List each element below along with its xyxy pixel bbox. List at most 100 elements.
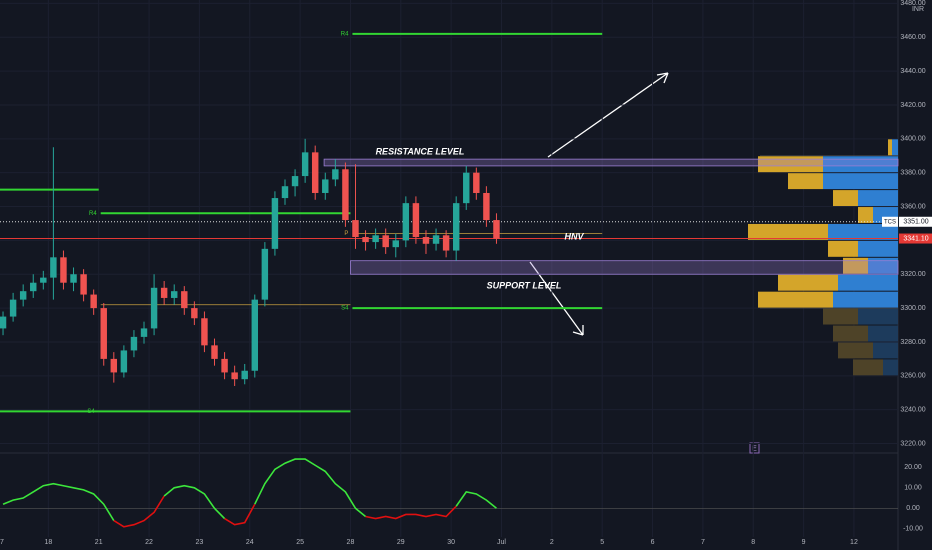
volume-up <box>883 359 898 376</box>
indicator-line <box>163 484 226 520</box>
x-tick-label: 7 <box>0 539 4 546</box>
candle-body <box>90 294 97 309</box>
indicator-line <box>113 495 165 528</box>
x-tick-label: 25 <box>296 539 304 546</box>
red-price-label: 3341.10 <box>903 235 928 242</box>
candle-body <box>362 237 369 243</box>
volume-up <box>858 190 898 207</box>
volume-up <box>833 291 898 308</box>
candle-body <box>301 152 309 177</box>
candle-body <box>281 186 289 199</box>
candle-body <box>291 176 299 187</box>
candle-body <box>140 328 148 337</box>
candle-body <box>0 316 7 329</box>
volume-up <box>873 342 898 359</box>
candle-body <box>221 358 228 373</box>
candle-body <box>372 235 379 243</box>
candle-body <box>50 257 57 278</box>
x-tick-label: 9 <box>802 539 806 546</box>
annotation: RESISTANCE LEVEL <box>376 147 465 157</box>
x-tick-label: 7 <box>701 539 705 546</box>
earnings-marker: E <box>752 445 757 452</box>
level-label: S4 <box>87 409 95 415</box>
x-tick-label: 5 <box>600 539 604 546</box>
y-tick-label: 3300.00 <box>900 305 925 312</box>
candle-body <box>70 274 77 283</box>
y-tick-label: 3260.00 <box>900 373 925 380</box>
candle-body <box>251 299 259 371</box>
x-tick-label: 29 <box>397 539 405 546</box>
indicator-line <box>2 482 115 522</box>
x-tick-label: 22 <box>145 539 153 546</box>
candle-body <box>422 237 430 244</box>
x-tick-label: 8 <box>751 539 755 546</box>
volume-down <box>758 156 823 173</box>
y-tick-label: 3480.00 <box>900 0 925 7</box>
candle-body <box>30 282 37 292</box>
candle-body <box>9 299 17 317</box>
volume-down <box>788 173 823 190</box>
volume-down <box>853 359 883 376</box>
volume-up <box>868 257 898 274</box>
y-tick-label: 3320.00 <box>900 271 925 278</box>
candle-body <box>352 220 359 238</box>
candle-body <box>402 203 410 241</box>
indicator-line <box>254 458 367 518</box>
y-tick-label: 3240.00 <box>900 407 925 414</box>
volume-down <box>843 257 868 274</box>
volume-down <box>833 325 868 342</box>
y-tick-label: 3440.00 <box>900 68 925 75</box>
candle-body <box>392 240 399 248</box>
x-tick-label: 30 <box>447 539 455 546</box>
last-price-label: 3351.00 <box>903 219 928 226</box>
candle-body <box>342 169 349 221</box>
volume-up <box>858 240 898 257</box>
candle-body <box>19 291 27 300</box>
volume-down <box>833 190 858 207</box>
volume-up <box>868 325 898 342</box>
volume-up <box>823 156 898 173</box>
candle-body <box>40 277 47 283</box>
level-label: P <box>344 231 348 237</box>
x-tick-label: 28 <box>347 539 355 546</box>
arrow-up <box>547 72 669 158</box>
volume-up <box>858 308 898 325</box>
zone <box>350 260 899 275</box>
x-tick-label: 24 <box>246 539 254 546</box>
annotation: HNV <box>564 231 584 241</box>
candle-body <box>322 179 329 193</box>
candle-body <box>60 257 67 283</box>
volume-up <box>823 173 898 190</box>
candle-body <box>432 235 440 244</box>
indicator-tick-label: 10.00 <box>904 485 922 492</box>
candle-body <box>452 203 460 251</box>
candle-body <box>483 192 490 221</box>
candle-body <box>261 248 269 300</box>
candle-body <box>311 152 319 193</box>
candle-body <box>181 291 188 309</box>
candle-body <box>442 235 450 251</box>
candle-body <box>231 372 238 380</box>
volume-up <box>838 274 898 291</box>
y-tick-label: 3400.00 <box>900 136 925 143</box>
red-price-tag <box>899 233 932 244</box>
x-tick-label: Jul <box>497 539 506 546</box>
zone <box>323 158 899 167</box>
indicator-line <box>365 505 457 520</box>
candle-body <box>382 235 389 248</box>
y-tick-label: 3280.00 <box>900 339 925 346</box>
candle-body <box>271 198 279 249</box>
symbol-tag <box>882 216 898 227</box>
y-tick-label: 3460.00 <box>900 34 925 41</box>
x-tick-label: 6 <box>651 539 655 546</box>
currency: INR <box>912 6 924 13</box>
indicator-line <box>455 491 497 509</box>
indicator-tick-label: 20.00 <box>904 464 922 471</box>
volume-down <box>758 291 833 308</box>
candle-body <box>120 350 128 373</box>
candle-body <box>130 336 138 351</box>
volume-down <box>828 240 858 257</box>
candle-body <box>160 287 168 298</box>
